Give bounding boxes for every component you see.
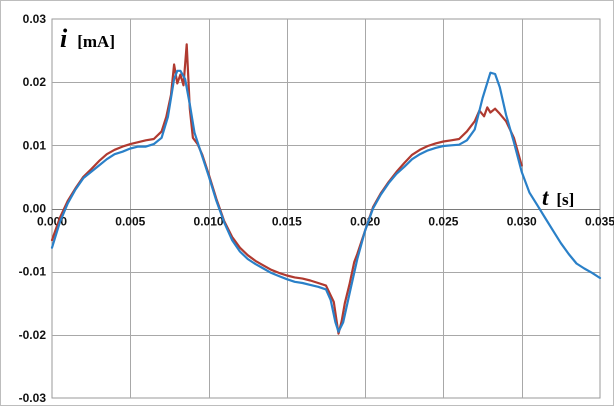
series-lines <box>50 43 602 335</box>
y-tick-label: -0.03 <box>19 391 47 405</box>
y-axis-unit: [mA] <box>77 32 115 51</box>
y-tick-labels: 0.03 0.02 0.01 0.00 -0.01 -0.02 -0.03 <box>19 12 47 405</box>
y-tick-label: -0.01 <box>19 265 47 279</box>
x-tick-label: 0.025 <box>428 215 458 229</box>
x-tick-labels: 0.000 0.005 0.010 0.015 0.020 0.025 0.030 0.035 <box>37 215 614 229</box>
y-tick-label: 0.03 <box>23 12 47 26</box>
x-axis-symbol: t <box>542 185 549 210</box>
x-tick-label: 0.030 <box>507 215 537 229</box>
x-tick-label: 0.015 <box>272 215 302 229</box>
x-axis-title: t [s] <box>542 185 574 210</box>
x-tick-label: 0.010 <box>194 215 224 229</box>
x-tick-label: 0.020 <box>350 215 380 229</box>
y-axis-title: i [mA] <box>60 24 115 53</box>
series-line-1 <box>50 43 523 335</box>
y-tick-label: 0.01 <box>23 138 47 152</box>
x-axis-unit: [s] <box>556 190 574 209</box>
y-axis-symbol: i <box>60 24 68 53</box>
x-tick-label: 0.035 <box>585 215 614 229</box>
plot-area-border <box>51 18 601 399</box>
y-tick-label: -0.02 <box>19 328 47 342</box>
series-line-2 <box>50 69 602 333</box>
x-tick-label: 0.005 <box>115 215 145 229</box>
y-tick-label: 0.00 <box>23 202 47 216</box>
y-tick-label: 0.02 <box>23 75 47 89</box>
